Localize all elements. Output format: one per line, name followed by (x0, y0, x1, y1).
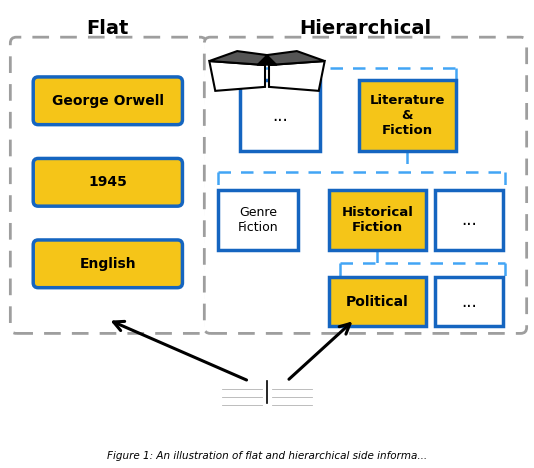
Text: Political: Political (346, 294, 409, 308)
Polygon shape (269, 61, 325, 91)
FancyBboxPatch shape (435, 277, 503, 327)
FancyBboxPatch shape (329, 190, 426, 250)
Text: Hierarchical: Hierarchical (300, 19, 431, 38)
Text: Figure 1: An illustration of flat and hierarchical side informa...: Figure 1: An illustration of flat and hi… (107, 451, 427, 461)
FancyBboxPatch shape (240, 80, 320, 152)
Text: ...: ... (272, 107, 288, 124)
Text: George Orwell: George Orwell (52, 94, 164, 108)
FancyBboxPatch shape (218, 190, 298, 250)
FancyBboxPatch shape (33, 159, 183, 206)
Text: Flat: Flat (87, 19, 129, 38)
FancyBboxPatch shape (205, 37, 527, 333)
Text: 1945: 1945 (89, 176, 127, 190)
FancyBboxPatch shape (10, 37, 206, 333)
Text: Historical
Fiction: Historical Fiction (341, 206, 413, 234)
FancyBboxPatch shape (33, 240, 183, 288)
Polygon shape (209, 51, 325, 65)
FancyBboxPatch shape (33, 77, 183, 124)
Text: Genre
Fiction: Genre Fiction (238, 206, 278, 234)
Text: English: English (80, 257, 136, 271)
FancyBboxPatch shape (358, 80, 456, 152)
Text: ...: ... (461, 211, 477, 229)
Polygon shape (257, 55, 277, 65)
Text: ...: ... (461, 292, 477, 311)
Text: Literature
&
Fiction: Literature & Fiction (370, 94, 445, 137)
FancyBboxPatch shape (329, 277, 426, 327)
Polygon shape (209, 61, 265, 91)
FancyBboxPatch shape (435, 190, 503, 250)
